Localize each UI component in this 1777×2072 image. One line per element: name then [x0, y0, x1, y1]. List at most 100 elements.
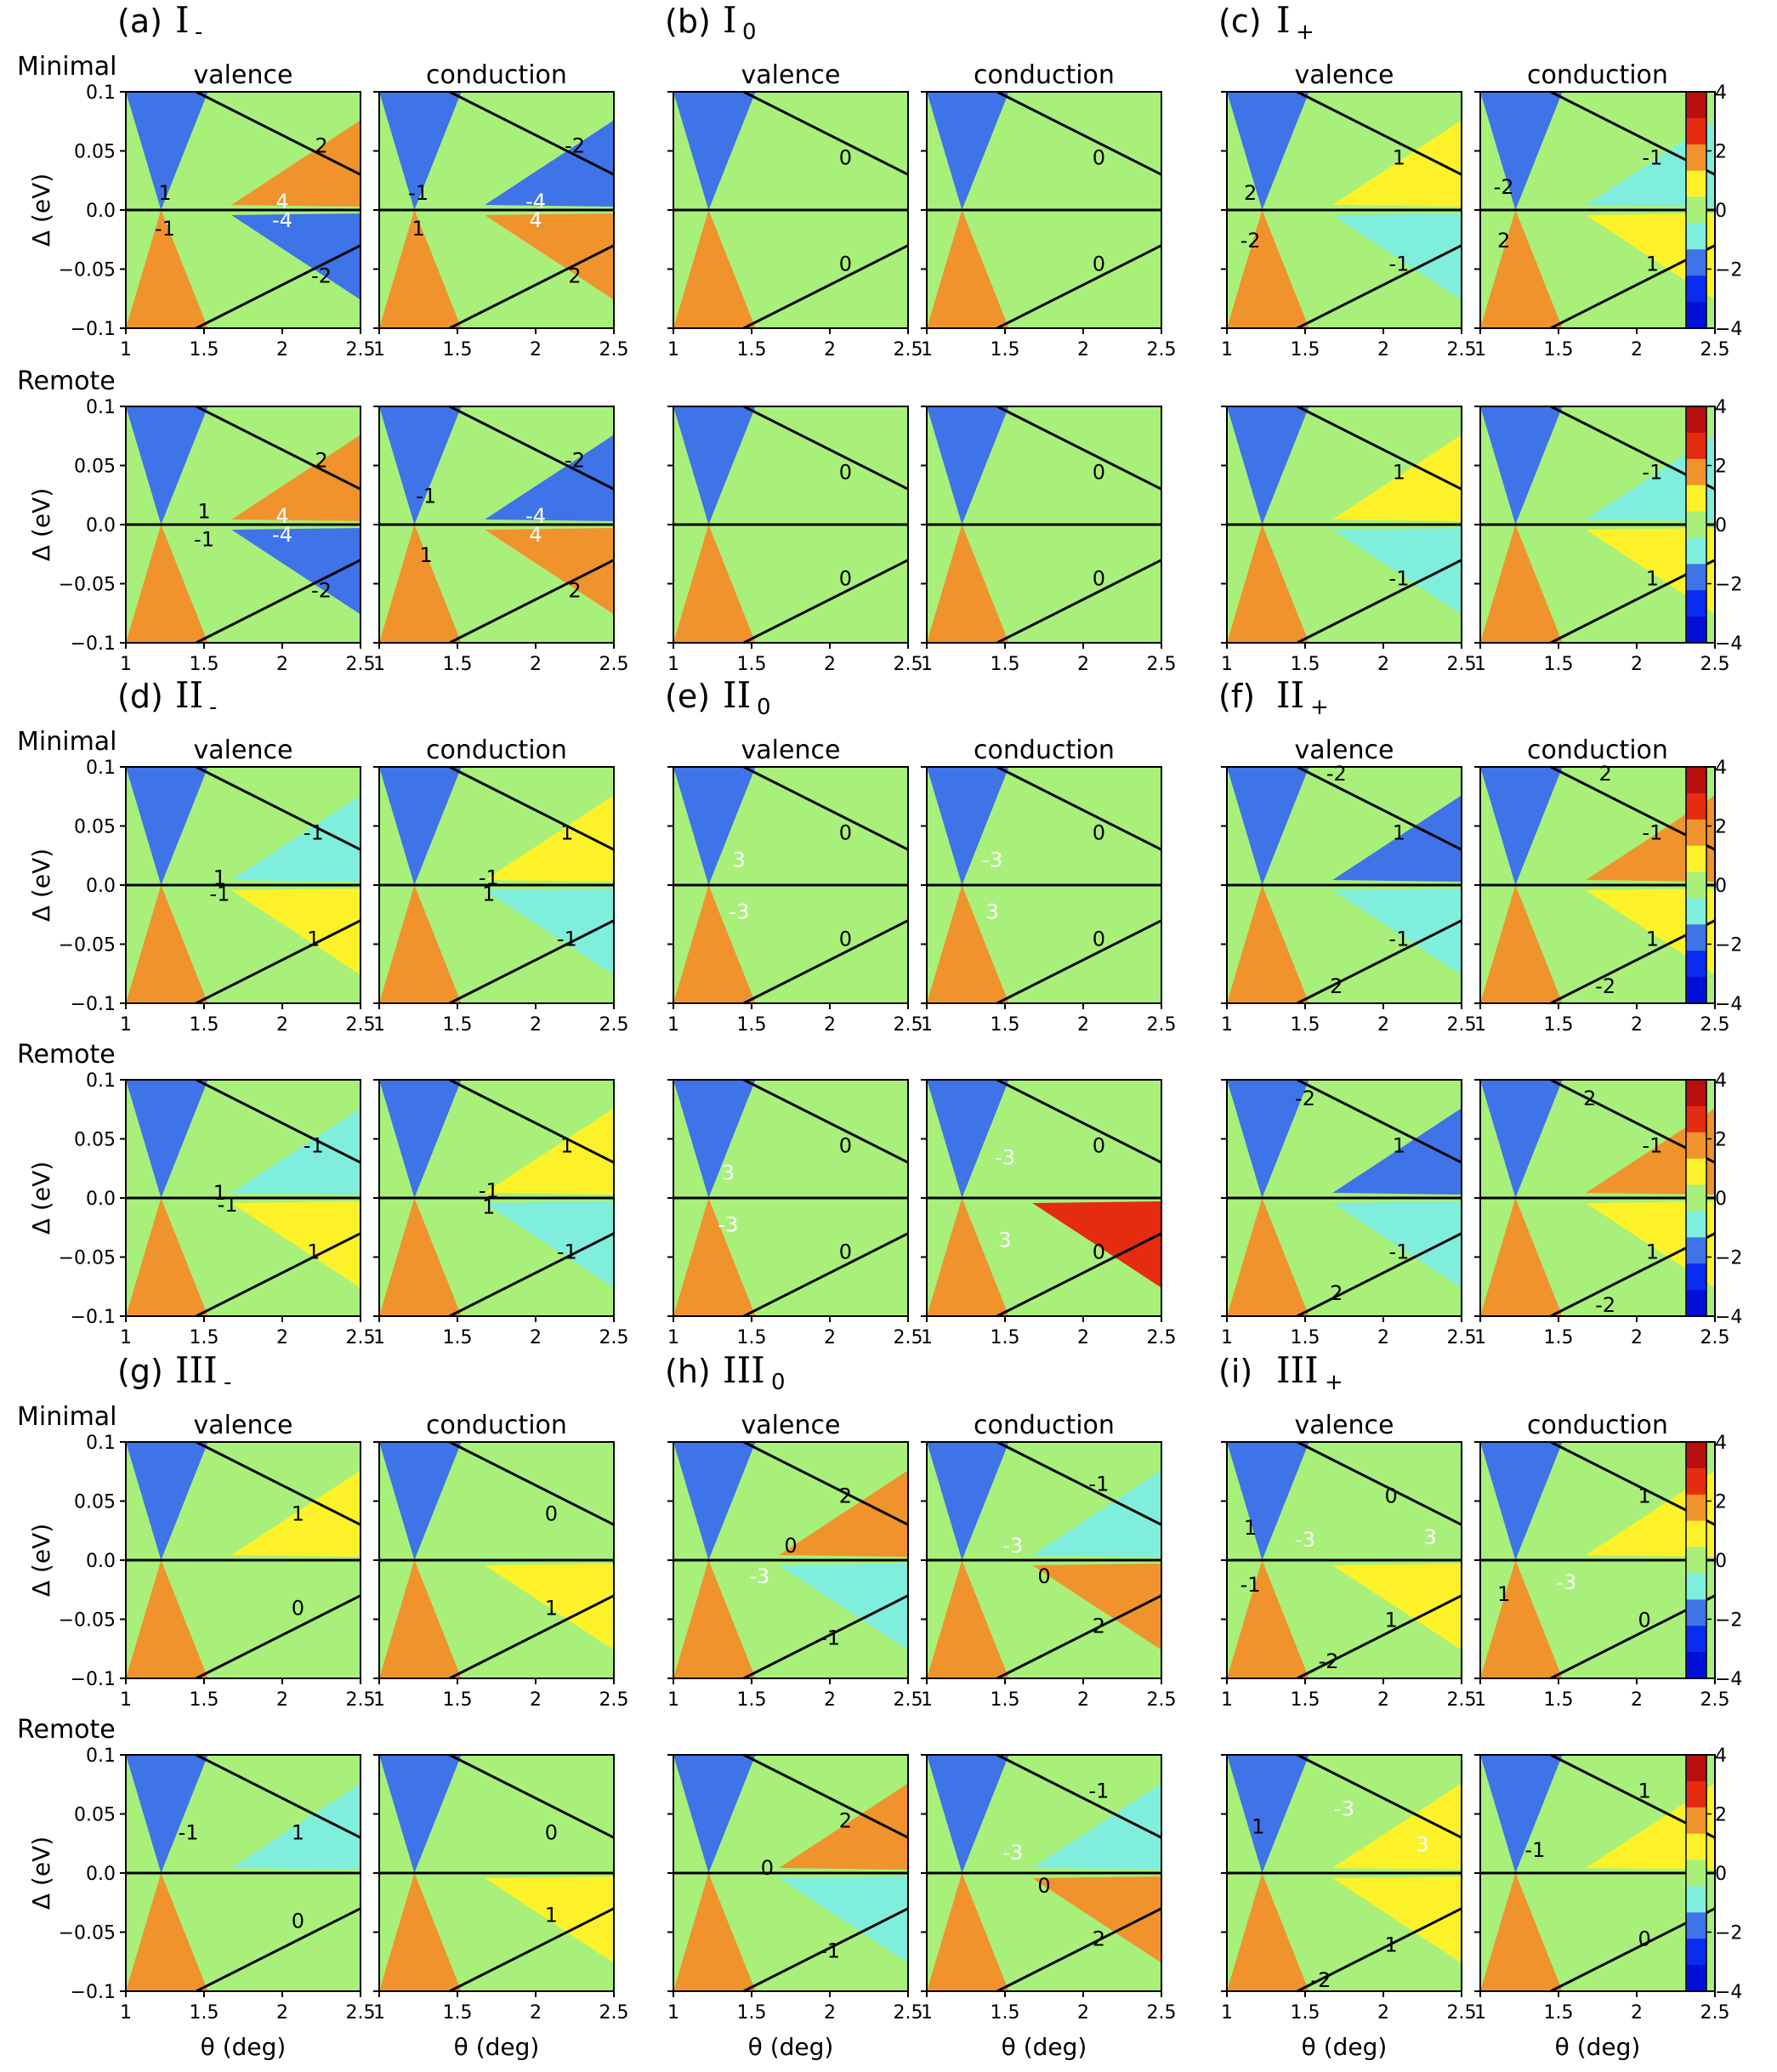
colorbar-swatch [1686, 792, 1706, 820]
x-tick-label: 1 [1221, 2002, 1233, 2024]
plot-c-minimal-conduction: conduction -1 -2 2 1 1 1.5 2 2.5 [1474, 60, 1730, 360]
x-tick-label: 2.5 [1147, 1014, 1177, 1036]
small-theta-region [1227, 1755, 1309, 1873]
phase-label: -1 [479, 1178, 499, 1202]
small-theta-region [1227, 767, 1309, 885]
column-title-valence: valence [741, 1411, 841, 1440]
phase-label: 0 [1037, 1564, 1050, 1588]
lower-phase-region [485, 888, 614, 975]
phase-label: 1 [1385, 1609, 1398, 1632]
panel-tag-e: (e) [665, 678, 710, 715]
phase-label: -1 [1642, 145, 1662, 169]
lower-phase-region [1586, 1201, 1715, 1288]
lower-phase-region [231, 1876, 361, 1963]
lower-phase-region [779, 1201, 908, 1288]
colorbar-swatch [1686, 1965, 1706, 1992]
plot-d-remote-valence: -11-111 1.5 2 2.50.10.050.0−0.05−0.1 [59, 1070, 376, 1348]
x-tick-label: 2 [530, 1014, 542, 1036]
colorbar-tick-label: 2 [1715, 1130, 1727, 1151]
colorbar-tick-label: 4 [1715, 1433, 1727, 1454]
small-theta-region [1227, 1442, 1309, 1560]
x-tick-label: 1 [921, 654, 933, 675]
column-title-conduction: conduction [1527, 60, 1668, 90]
phase-label: 0 [545, 1501, 558, 1525]
lower-phase-region [485, 213, 614, 300]
colorbar-swatch [1686, 1547, 1706, 1575]
small-theta-region [927, 406, 1009, 525]
colorbar-swatch [1686, 302, 1706, 329]
small-theta-region [1480, 525, 1563, 643]
colorbar: 4 2 0 −2 −4 [1685, 1746, 1742, 2003]
upper-phase-region [779, 1470, 908, 1557]
x-tick-label: 1.5 [190, 1689, 219, 1711]
phase-label: 2 [1244, 181, 1257, 205]
y-tick-label: −0.1 [71, 319, 116, 340]
phase-label: 3 [1424, 1525, 1437, 1549]
x-tick-label: 2 [276, 1014, 288, 1036]
x-tick-label: 1 [921, 1014, 933, 1036]
x-tick-label: 1.5 [737, 2002, 767, 2024]
phase-label: -1 [820, 1626, 840, 1649]
plot-h-minimal-conduction: conduction -1 -3 0 2 1 1.5 2 2.5 [921, 1411, 1177, 1711]
column-title-valence: valence [741, 60, 841, 90]
colorbar-tick-label: −4 [1715, 1982, 1742, 2003]
x-tick-label: 1.5 [991, 2002, 1020, 2024]
lower-phase-region [1032, 888, 1161, 975]
lower-phase-region [1586, 213, 1715, 300]
colorbar-swatch [1686, 767, 1706, 794]
phase-boundary [1297, 405, 1462, 491]
colorbar-swatch [1686, 458, 1706, 486]
y-tick-label: 0.0 [86, 201, 116, 222]
phase-label: -2 [311, 578, 332, 602]
upper-phase-region [1586, 795, 1715, 882]
row-label-remote: Remote [17, 366, 116, 396]
plot-e-minimal-valence: valence 0 3 -3 0 1 1.5 2 2.5 [667, 735, 923, 1036]
plot-d-minimal-valence: valence-11-111 1.5 2 2.50.10.050.0−0.05−0.1 [59, 735, 376, 1036]
x-tick-label: 1 [1474, 654, 1486, 675]
phase-boundary [743, 1440, 909, 1526]
phase-boundary [196, 1594, 361, 1680]
x-tick-label: 2.5 [894, 1327, 923, 1348]
x-tick-label: 1.5 [190, 2002, 219, 2024]
x-tick-label: 2 [530, 339, 542, 360]
phase-label: -4 [525, 504, 546, 528]
colorbar-swatch [1686, 924, 1706, 952]
column-title-valence: valence [194, 1411, 293, 1440]
y-tick-label: −0.1 [71, 633, 116, 655]
phase-label: -1 [1240, 1573, 1261, 1597]
x-tick-label: 1 [921, 339, 933, 360]
phase-label: 4 [529, 208, 542, 232]
colorbar-swatch [1686, 1859, 1706, 1888]
small-theta-region [927, 1755, 1009, 1873]
phase-label: 0 [839, 567, 852, 591]
colorbar-swatch [1686, 1105, 1706, 1133]
phase-label: -1 [1524, 1838, 1545, 1862]
small-theta-region [927, 525, 1009, 643]
x-tick-label: 2.5 [599, 2002, 629, 2024]
small-theta-region [126, 1873, 208, 1991]
lower-phase-region [1032, 1564, 1161, 1650]
lower-phase-region [1032, 528, 1161, 615]
x-tick-label: 1 [1221, 1327, 1233, 1348]
phase-label: 1 [1393, 460, 1405, 484]
small-theta-region [927, 92, 1009, 210]
x-tick-label: 1 [667, 1689, 679, 1711]
phase-label: 0 [1638, 1609, 1651, 1632]
colorbar-swatch [1686, 249, 1706, 277]
small-theta-region [1480, 1442, 1563, 1560]
plot-c-minimal-valence: valence 1 2 -2 -1 1 1.5 2 2.5 [1221, 60, 1477, 360]
phase-label: 0 [1093, 567, 1105, 591]
colorbar-swatch [1686, 1886, 1706, 1914]
colorbar: 4 2 0 −2 −4 [1685, 1070, 1742, 1328]
panel-subscript-a: - [195, 20, 202, 45]
x-tick-label: 1.5 [991, 1014, 1020, 1036]
phase-label: -4 [525, 190, 546, 213]
x-tick-label: 1.5 [1544, 654, 1574, 675]
colorbar-tick-label: 4 [1715, 82, 1727, 104]
lower-phase-region [779, 213, 908, 300]
x-tick-label: 1 [373, 1689, 385, 1711]
plot-b-minimal-valence: valence 0 0 1 1.5 2 2.5 [667, 60, 923, 360]
upper-phase-region [485, 1108, 614, 1195]
colorbar-swatch [1686, 1626, 1706, 1654]
lower-phase-region [1332, 888, 1462, 975]
